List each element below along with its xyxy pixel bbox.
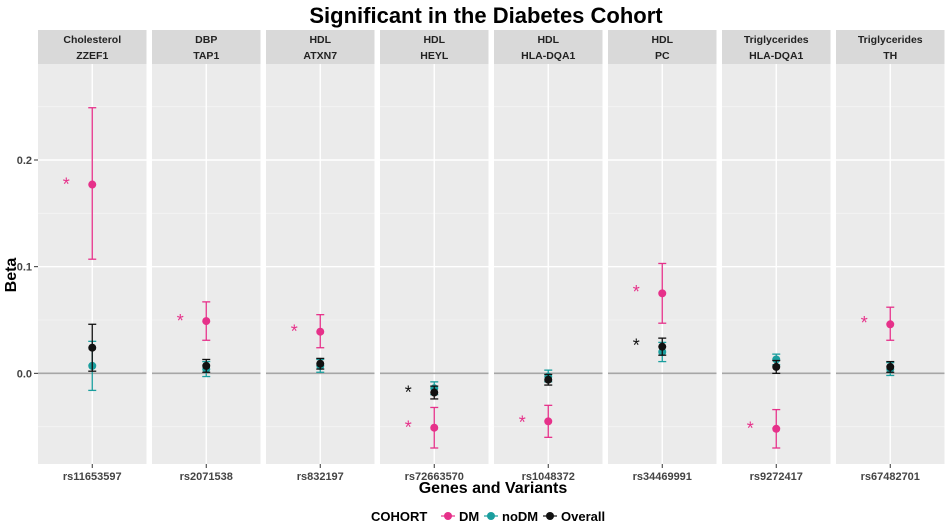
legend-item-dm: DM bbox=[441, 509, 479, 524]
facet-strip bbox=[494, 30, 603, 64]
point-dm bbox=[88, 180, 97, 189]
point-dm bbox=[202, 317, 211, 326]
point-dm bbox=[886, 320, 895, 329]
significance-star-dm: * bbox=[63, 174, 70, 194]
facet-strip bbox=[266, 30, 375, 64]
point-overall bbox=[88, 343, 97, 352]
legend-label-overall: Overall bbox=[561, 509, 605, 524]
facet-panel-rs2071538: DBP TAP1 * rs2071538 bbox=[152, 30, 261, 483]
x-tick-label: rs11653597 bbox=[63, 471, 122, 483]
facet-strip bbox=[380, 30, 489, 64]
point-dm bbox=[772, 424, 781, 433]
facet-gene-label: ATXN7 bbox=[303, 50, 337, 62]
significance-star-overall: * bbox=[633, 336, 640, 356]
chart-title: Significant in the Diabetes Cohort bbox=[309, 3, 663, 28]
facet-panel-rs67482701: Triglycerides TH * rs67482701 bbox=[836, 30, 945, 483]
point-dm bbox=[430, 423, 439, 432]
legend-label-dm: DM bbox=[459, 509, 479, 524]
facet-panel-rs72663570: HDL HEYL * * rs72663570 bbox=[380, 30, 489, 483]
significance-star-dm: * bbox=[291, 322, 298, 342]
significance-star-dm: * bbox=[633, 282, 640, 302]
facet-trait-label: HDL bbox=[309, 34, 331, 46]
x-tick-label: rs9272417 bbox=[750, 471, 803, 483]
point-overall bbox=[772, 362, 781, 371]
facet-trait-label: Triglycerides bbox=[858, 34, 923, 46]
facet-trait-label: HDL bbox=[651, 34, 673, 46]
significance-star-dm: * bbox=[405, 418, 412, 438]
y-axis: 0.0 0.1 0.2 bbox=[17, 155, 38, 380]
facet-trait-label: Cholesterol bbox=[63, 34, 121, 46]
x-tick-label: rs72663570 bbox=[405, 471, 464, 483]
legend: COHORT DM noDM Overall bbox=[371, 509, 605, 524]
legend-title: COHORT bbox=[371, 509, 427, 524]
legend-item-nodm: noDM bbox=[484, 509, 538, 524]
point-overall bbox=[658, 342, 667, 351]
legend-label-nodm: noDM bbox=[502, 509, 538, 524]
point-overall bbox=[316, 359, 325, 368]
significance-star-overall: * bbox=[405, 382, 412, 402]
facet-gene-label: ZZEF1 bbox=[76, 50, 108, 62]
facet-strip bbox=[152, 30, 261, 64]
facet-trait-label: HDL bbox=[423, 34, 445, 46]
point-overall bbox=[886, 362, 895, 371]
point-overall bbox=[430, 388, 439, 397]
facet-trait-label: DBP bbox=[195, 34, 217, 46]
facet-strip bbox=[38, 30, 147, 64]
point-dm bbox=[658, 289, 667, 298]
facet-panel-rs1048372: HDL HLA-DQA1 * rs1048372 bbox=[494, 30, 603, 483]
facet-gene-label: TAP1 bbox=[193, 50, 219, 62]
significance-star-dm: * bbox=[519, 412, 526, 432]
facet-gene-label: PC bbox=[655, 50, 670, 62]
legend-item-overall: Overall bbox=[543, 509, 605, 524]
facet-strip bbox=[722, 30, 831, 64]
facet-panel-rs9272417: Triglycerides HLA-DQA1 * rs9272417 bbox=[722, 30, 831, 483]
significance-star-dm: * bbox=[177, 311, 184, 331]
facet-gene-label: HEYL bbox=[420, 50, 449, 62]
x-tick-label: rs832197 bbox=[297, 471, 344, 483]
y-tick-label: 0.2 bbox=[17, 155, 32, 167]
facet-trait-label: HDL bbox=[537, 34, 559, 46]
x-axis-title: Genes and Variants bbox=[419, 480, 568, 497]
facet-panels: Cholesterol ZZEF1 * rs11653597 DBP TAP1 * rs207… bbox=[38, 30, 945, 483]
x-tick-label: rs67482701 bbox=[861, 471, 920, 483]
facet-gene-label: TH bbox=[883, 50, 897, 62]
point-nodm bbox=[772, 355, 781, 364]
y-axis-title: Beta bbox=[3, 258, 20, 293]
facet-strip bbox=[836, 30, 945, 64]
point-overall bbox=[544, 375, 553, 384]
facet-trait-label: Triglycerides bbox=[744, 34, 809, 46]
x-tick-label: rs1048372 bbox=[522, 471, 575, 483]
y-tick-label: 0.1 bbox=[17, 262, 32, 274]
facet-panel-rs11653597: Cholesterol ZZEF1 * rs11653597 bbox=[38, 30, 147, 483]
point-dm bbox=[544, 417, 553, 426]
x-tick-label: rs2071538 bbox=[180, 471, 233, 483]
facet-panel-rs832197: HDL ATXN7 * rs832197 bbox=[266, 30, 375, 483]
facet-strip bbox=[608, 30, 717, 64]
facet-gene-label: HLA-DQA1 bbox=[521, 50, 575, 62]
x-tick-label: rs34469991 bbox=[633, 471, 692, 483]
y-tick-label: 0.0 bbox=[17, 368, 32, 380]
significance-star-dm: * bbox=[747, 419, 754, 439]
facet-panel-rs34469991: HDL PC * * rs34469991 bbox=[608, 30, 717, 483]
point-overall bbox=[202, 361, 211, 370]
significance-star-dm: * bbox=[861, 313, 868, 333]
point-dm bbox=[316, 327, 325, 336]
facet-gene-label: HLA-DQA1 bbox=[749, 50, 803, 62]
